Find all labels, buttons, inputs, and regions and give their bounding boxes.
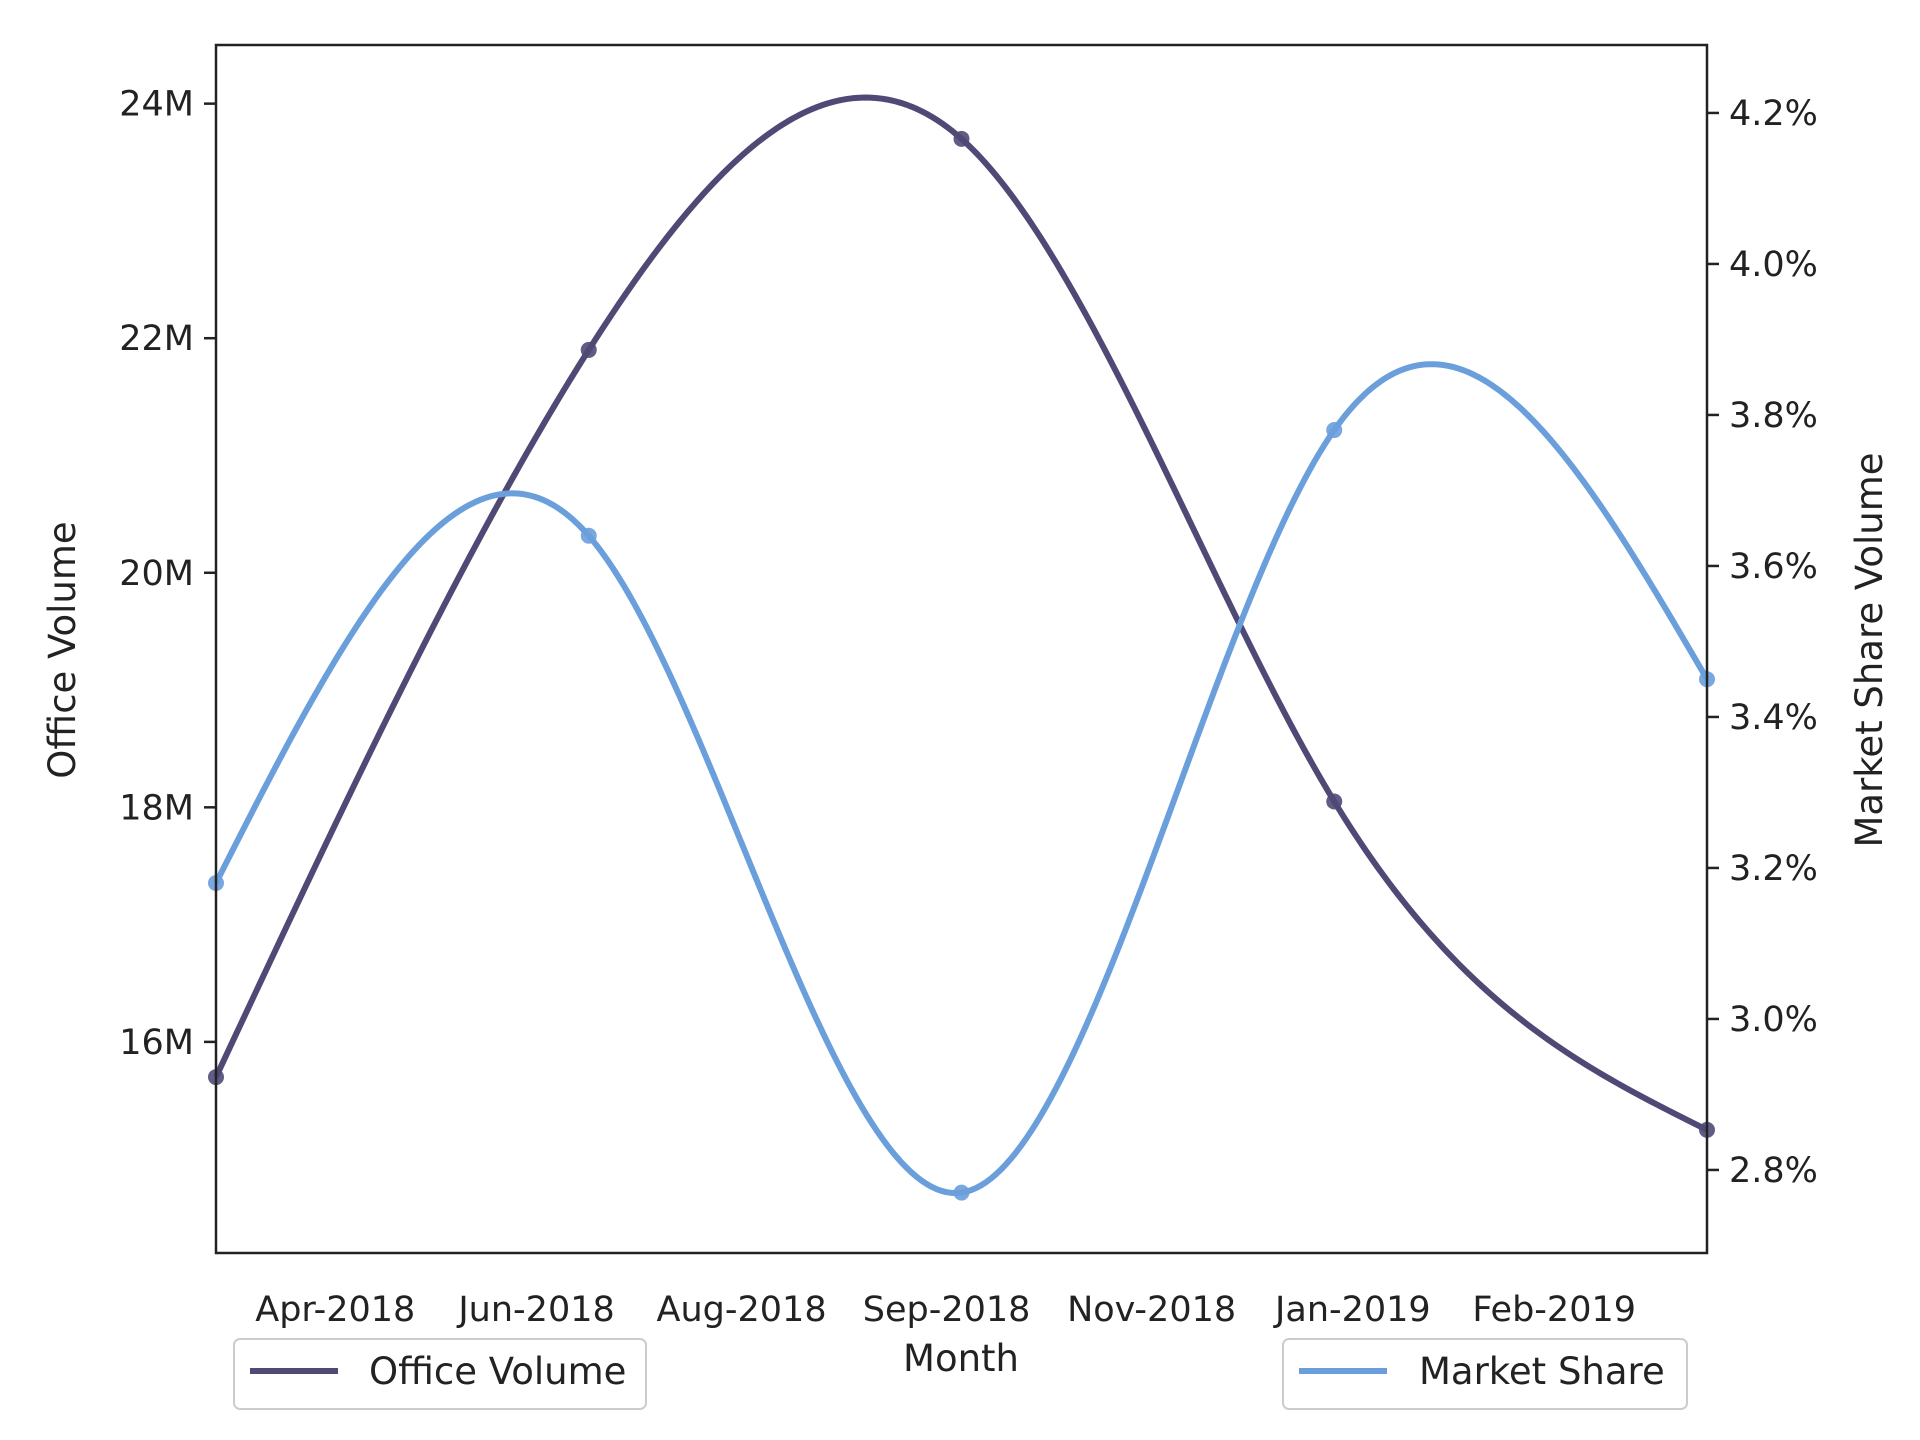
series-line-office-volume bbox=[213, 94, 1709, 1133]
series-line-market-share bbox=[213, 361, 1710, 1197]
x-axis-label: Month bbox=[903, 1337, 1019, 1380]
right-tick-label: 2.8% bbox=[1729, 1151, 1818, 1191]
x-tick-label: Nov-2018 bbox=[1067, 1290, 1236, 1330]
plot-frame bbox=[214, 43, 1709, 1255]
left-tick-label: 24M bbox=[119, 85, 194, 125]
x-tick-label: Aug-2018 bbox=[657, 1290, 827, 1330]
legend-box-office-volume bbox=[233, 1338, 647, 1410]
x-tick-label: Jan-2019 bbox=[1273, 1290, 1431, 1330]
x-tick-label: Sep-2018 bbox=[863, 1290, 1031, 1330]
left-tick-label: 22M bbox=[119, 319, 194, 359]
series-point-office-volume bbox=[1326, 793, 1343, 810]
right-tick-label: 3.4% bbox=[1729, 698, 1818, 738]
series-point-market-share bbox=[580, 527, 597, 544]
x-axis: Apr-2018 Jun-2018 Aug-2018 Sep-2018 Nov-2018… bbox=[255, 1290, 1636, 1330]
series-point-market-share bbox=[1326, 422, 1343, 439]
right-tick-label: 4.2% bbox=[1729, 94, 1818, 134]
legend-box-market-share bbox=[1282, 1338, 1688, 1410]
x-tick-label: Feb-2019 bbox=[1472, 1290, 1636, 1330]
x-tick-label: Jun-2018 bbox=[456, 1290, 614, 1330]
right-tick-label: 4.0% bbox=[1729, 245, 1818, 285]
series-point-office-volume bbox=[953, 130, 970, 147]
right-y-axis: 2.8% 3.0% 3.2% 3.4% 3.6% 3.8% 4.0% 4.2% bbox=[1707, 94, 1818, 1191]
left-y-axis-label: Office Volume bbox=[41, 521, 84, 778]
left-y-axis: 16M 18M 20M 22M 24M bbox=[119, 85, 216, 1063]
legend-label-market-share: Market Share bbox=[1419, 1350, 1665, 1393]
right-y-axis-label: Market Share Volume bbox=[1848, 452, 1891, 847]
right-tick-label: 3.0% bbox=[1729, 1000, 1818, 1040]
x-tick-label: Apr-2018 bbox=[255, 1290, 415, 1330]
series-layer bbox=[208, 94, 1715, 1201]
left-tick-label: 20M bbox=[119, 554, 194, 594]
left-tick-label: 16M bbox=[119, 1023, 194, 1063]
right-tick-label: 3.8% bbox=[1729, 396, 1818, 436]
series-point-market-share bbox=[953, 1184, 970, 1201]
right-tick-label: 3.6% bbox=[1729, 547, 1818, 587]
legend-office-volume: Office Volume bbox=[233, 1338, 647, 1410]
legend-market-share: Market Share bbox=[1282, 1338, 1688, 1410]
left-tick-label: 18M bbox=[119, 788, 194, 828]
right-tick-label: 3.2% bbox=[1729, 849, 1818, 889]
legend-label-office-volume: Office Volume bbox=[369, 1350, 626, 1393]
series-point-office-volume bbox=[580, 341, 597, 358]
